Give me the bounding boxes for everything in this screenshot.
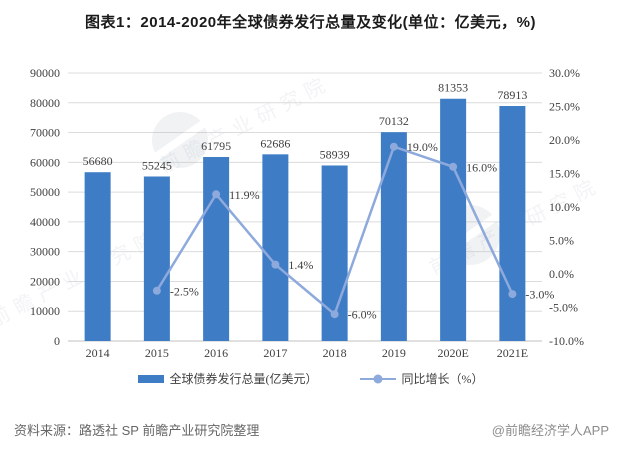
growth-value-label: -2.5% [170, 284, 199, 298]
legend-bar-swatch [137, 374, 164, 383]
x-axis-label-2014: 2014 [86, 346, 110, 360]
growth-marker-2020E [449, 162, 458, 171]
growth-value-label: 1.4% [288, 258, 313, 272]
x-axis-label-2018: 2018 [323, 346, 347, 360]
left-axis-tick-label: 80000 [30, 96, 60, 110]
right-axis-tick-label: 5.0% [549, 234, 574, 248]
bar-value-label: 70132 [379, 114, 409, 128]
x-axis-label-2017: 2017 [263, 346, 287, 360]
left-axis-tick-label: 50000 [30, 185, 60, 199]
bar-value-label: 58939 [320, 147, 350, 161]
chart-title: 图表1：2014-2020年全球债券发行总量及变化(单位：亿美元，%) [85, 14, 536, 31]
bar-value-label: 56680 [83, 154, 113, 168]
bar-2016 [203, 156, 230, 341]
left-axis-tick-label: 30000 [30, 245, 60, 259]
bar-2021E [499, 106, 526, 342]
growth-marker-2019 [389, 142, 398, 151]
bar-2017 [262, 154, 289, 341]
legend-item-bar-series: 全球债券发行总量(亿美元） [137, 370, 318, 387]
growth-value-label: -6.0% [348, 308, 377, 322]
left-axis-tick-label: 40000 [30, 215, 60, 229]
bar-2015 [143, 176, 170, 341]
right-axis-tick-label: 0.0% [549, 267, 574, 281]
legend-bar-label: 全球债券发行总量(亿美元） [169, 372, 318, 386]
left-axis-tick-label: 10000 [30, 304, 60, 318]
right-axis-tick-label: -10.0% [549, 334, 584, 348]
bar-2020E [440, 98, 467, 342]
x-axis-label-2020E: 2020E [437, 346, 468, 360]
growth-value-label: 16.0% [466, 160, 497, 174]
legend-line-swatch [359, 374, 396, 383]
right-axis-tick-label: 25.0% [549, 100, 580, 114]
left-axis-tick-label: 0 [54, 334, 60, 348]
x-axis-label-2021E: 2021E [497, 346, 528, 360]
right-axis-tick-label: 10.0% [549, 200, 580, 214]
growth-marker-2015 [152, 286, 161, 295]
growth-value-label: 11.9% [229, 188, 260, 202]
bar-value-label: 61795 [201, 139, 231, 153]
growth-value-label: -3.0% [525, 288, 554, 302]
growth-marker-2017 [271, 260, 280, 269]
right-axis-tick-label: 20.0% [549, 133, 580, 147]
left-axis-tick-label: 20000 [30, 274, 60, 288]
growth-marker-2021E [508, 290, 517, 299]
left-axis-tick-label: 60000 [30, 155, 60, 169]
bar-value-label: 55245 [142, 158, 172, 172]
x-axis-label-2015: 2015 [145, 346, 169, 360]
bar-value-label: 62686 [260, 136, 290, 150]
growth-value-label: 19.0% [407, 140, 438, 154]
right-axis-tick-label: -5.0% [549, 301, 578, 315]
growth-marker-2018 [330, 310, 339, 319]
bar-value-label: 78913 [497, 88, 527, 102]
legend-item-line-series: 同比增长（%） [359, 370, 484, 387]
x-axis-label-2016: 2016 [204, 346, 228, 360]
right-axis-tick-label: 30.0% [549, 66, 580, 80]
left-axis-tick-label: 70000 [30, 126, 60, 140]
bar-value-label: 81353 [438, 81, 468, 95]
x-axis-label-2019: 2019 [382, 346, 406, 360]
bar-2019 [380, 132, 407, 341]
watermark-logo [152, 112, 208, 168]
left-axis-tick-label: 90000 [30, 66, 60, 80]
legend-line-label: 同比增长（%） [401, 372, 484, 386]
growth-marker-2016 [212, 190, 221, 199]
bar-2014 [84, 172, 111, 341]
source-note: 资料来源：路透社 SP 前瞻产业研究院整理 [14, 423, 260, 438]
brand-note: @前瞻经济学人APP [491, 423, 609, 438]
right-axis-tick-label: 15.0% [549, 167, 580, 181]
chart-legend: 全球债券发行总量(亿美元） 同比增长（%） [0, 370, 621, 387]
